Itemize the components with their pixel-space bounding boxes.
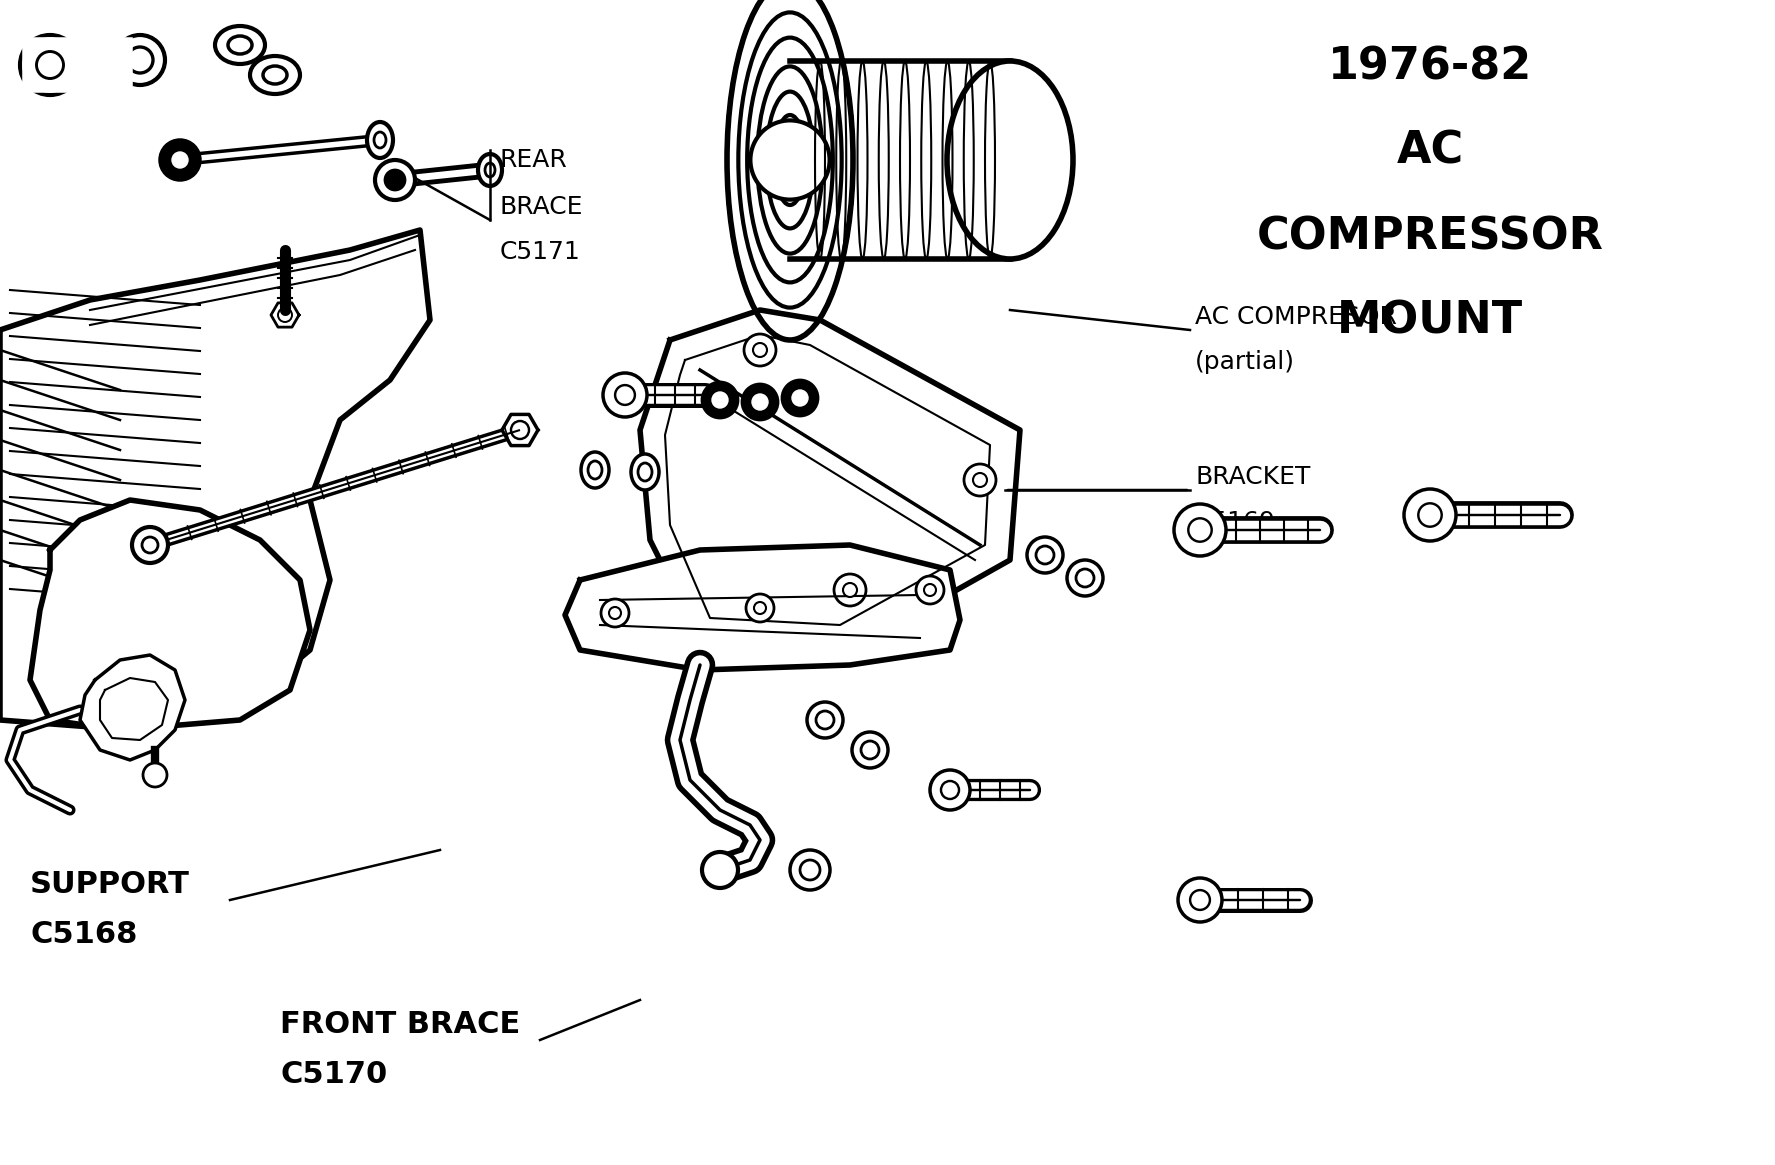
Ellipse shape (948, 61, 1074, 259)
Circle shape (712, 391, 728, 408)
Circle shape (1028, 537, 1063, 573)
Circle shape (1067, 560, 1102, 596)
Circle shape (801, 860, 820, 880)
Circle shape (754, 602, 767, 614)
Circle shape (751, 120, 829, 199)
Circle shape (834, 574, 866, 606)
Text: MOUNT: MOUNT (1337, 301, 1523, 343)
Circle shape (792, 390, 808, 405)
Polygon shape (0, 230, 430, 730)
Text: C5168: C5168 (30, 920, 137, 949)
Circle shape (1179, 878, 1221, 922)
Circle shape (1418, 503, 1441, 527)
Text: BRACE: BRACE (501, 195, 584, 219)
Circle shape (602, 599, 628, 627)
Circle shape (1404, 489, 1456, 541)
Circle shape (115, 35, 165, 85)
Ellipse shape (637, 463, 651, 481)
Circle shape (753, 343, 767, 356)
Circle shape (20, 35, 80, 96)
Circle shape (790, 850, 831, 890)
Text: AC: AC (1397, 130, 1464, 172)
Circle shape (131, 527, 169, 563)
Ellipse shape (485, 163, 495, 177)
Ellipse shape (263, 66, 288, 84)
Text: C5171: C5171 (501, 240, 580, 264)
Circle shape (1173, 504, 1227, 556)
Ellipse shape (215, 26, 264, 64)
Circle shape (1076, 569, 1093, 587)
Circle shape (816, 711, 834, 729)
Circle shape (385, 170, 405, 190)
Polygon shape (272, 303, 298, 327)
Text: COMPRESSOR: COMPRESSOR (1257, 216, 1603, 257)
Text: BRACKET: BRACKET (1195, 465, 1310, 489)
Circle shape (744, 334, 776, 366)
Polygon shape (641, 310, 1021, 650)
Text: 1976-82: 1976-82 (1328, 45, 1532, 89)
Circle shape (930, 770, 969, 810)
Circle shape (701, 382, 738, 418)
Circle shape (1187, 518, 1212, 542)
Ellipse shape (250, 56, 300, 94)
Circle shape (1037, 546, 1054, 564)
Ellipse shape (21, 47, 82, 89)
Polygon shape (99, 678, 169, 740)
Circle shape (964, 464, 996, 496)
Text: REAR: REAR (501, 148, 568, 172)
Circle shape (375, 160, 415, 200)
Text: C5170: C5170 (280, 1060, 387, 1089)
Circle shape (160, 140, 201, 181)
Polygon shape (30, 500, 311, 730)
Circle shape (843, 582, 857, 596)
Circle shape (925, 584, 935, 596)
Circle shape (746, 594, 774, 622)
Circle shape (142, 537, 158, 553)
Text: (partial): (partial) (1195, 350, 1296, 374)
Ellipse shape (477, 154, 502, 186)
Circle shape (604, 373, 648, 417)
Circle shape (753, 394, 769, 410)
Ellipse shape (367, 122, 392, 158)
Ellipse shape (580, 452, 609, 488)
Ellipse shape (37, 58, 66, 78)
Circle shape (172, 151, 188, 168)
Ellipse shape (630, 454, 659, 490)
Polygon shape (80, 655, 185, 760)
Circle shape (144, 763, 167, 788)
Ellipse shape (375, 132, 385, 148)
Circle shape (609, 607, 621, 619)
Circle shape (808, 702, 843, 737)
Circle shape (861, 741, 879, 760)
Circle shape (128, 47, 153, 73)
Text: FRONT BRACE: FRONT BRACE (280, 1010, 520, 1039)
Ellipse shape (588, 461, 602, 479)
Circle shape (916, 576, 944, 603)
Text: C5169: C5169 (1195, 510, 1276, 534)
Circle shape (783, 380, 818, 416)
Circle shape (941, 781, 958, 799)
Circle shape (616, 386, 635, 405)
Circle shape (37, 51, 64, 78)
Text: SUPPORT: SUPPORT (30, 870, 190, 899)
Ellipse shape (227, 36, 252, 54)
Polygon shape (502, 415, 538, 445)
Circle shape (852, 732, 888, 768)
Text: AC COMPRESOR: AC COMPRESOR (1195, 305, 1397, 329)
Circle shape (742, 384, 777, 421)
Circle shape (973, 473, 987, 487)
Polygon shape (564, 545, 960, 670)
Circle shape (701, 852, 738, 888)
Circle shape (1189, 890, 1211, 910)
